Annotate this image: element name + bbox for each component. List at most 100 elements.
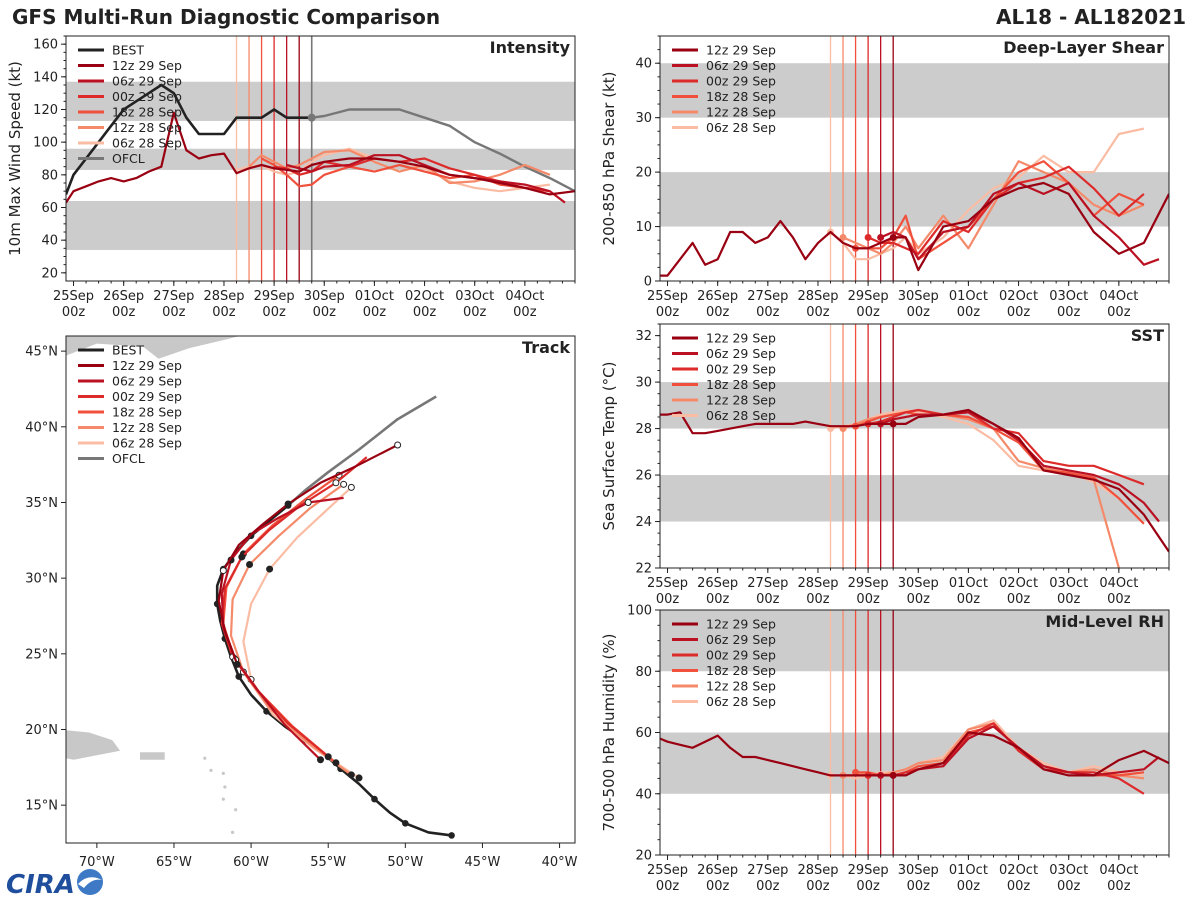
lon-tick-label: 65°W (156, 855, 192, 870)
plot-content (660, 324, 1169, 568)
legend-label: 06z 28 Sep (112, 436, 182, 451)
lon-tick-label: 45°W (465, 855, 501, 870)
y-tick-label: 26 (635, 469, 652, 484)
x-tick-hour-label: 00z (806, 879, 830, 894)
shaded-band (66, 81, 575, 121)
x-tick-hour-label: 00z (262, 305, 286, 320)
y-tick-label: 24 (635, 515, 652, 530)
best-track-point (448, 832, 455, 839)
run-series-line (660, 731, 1169, 777)
x-tick-day-label: 30Sep (898, 863, 939, 878)
y-tick-label: 100 (627, 604, 652, 619)
best-track-point (263, 708, 270, 715)
x-tick-day-label: 27Sep (747, 576, 788, 591)
legend-label: 06z 29 Sep (112, 374, 182, 389)
lon-tick-label: 60°W (233, 855, 269, 870)
best-track-point (402, 820, 409, 827)
panel-title: Intensity (490, 38, 571, 57)
y-tick-label: 160 (33, 38, 58, 53)
intensity-panel: 2040608010012014016025Sep00z26Sep00z27Se… (6, 35, 576, 320)
x-tick-day-label: 27Sep (153, 289, 194, 304)
legend-label: 12z 28 Sep (706, 393, 776, 408)
y-tick-label: 10 (635, 220, 652, 235)
x-tick-hour-label: 00z (1057, 592, 1081, 607)
track-panel: 70°W 65°W 60°W 55°W 50°W 45°W 40°W 15°N 20°N 25°N… (25, 335, 578, 870)
run-init-marker (889, 233, 897, 241)
plot-frame (659, 323, 1170, 569)
land-shape (140, 752, 165, 760)
ofcl-start-marker (307, 113, 316, 122)
x-tick-hour-label: 00z (1107, 879, 1131, 894)
legend-label: 18z 28 Sep (706, 377, 776, 392)
run-series-line (286, 154, 566, 204)
x-tick-day-label: 28Sep (797, 289, 838, 304)
x-tick-day-label: 28Sep (797, 863, 838, 878)
panel-title: Deep-Layer Shear (1003, 38, 1164, 57)
track-point (332, 479, 340, 487)
best-series-line (66, 83, 312, 195)
y-tick-label: 30 (635, 111, 652, 126)
legend-label: 18z 28 Sep (112, 405, 182, 420)
ofcl-series-line (311, 108, 575, 193)
legend-label: OFCL (112, 151, 145, 166)
x-tick-hour-label: 00z (463, 305, 487, 320)
lat-tick-label: 30°N (25, 572, 58, 587)
run-series-line (855, 411, 1145, 525)
x-tick-hour-label: 00z (706, 879, 730, 894)
x-tick-hour-label: 00z (1107, 592, 1131, 607)
legend-label: 12z 28 Sep (706, 679, 776, 694)
x-tick-hour-label: 00z (313, 305, 337, 320)
legend-label: 06z 29 Sep (112, 74, 182, 89)
island (209, 768, 213, 772)
storm-id: AL18 - AL182021 (996, 5, 1186, 29)
logo-text: CIRA (6, 870, 75, 900)
lon-tick-label: 40°W (542, 855, 578, 870)
x-tick-day-label: 26Sep (697, 576, 738, 591)
y-tick-label: 40 (41, 234, 58, 249)
legend-label: 12z 28 Sep (706, 105, 776, 120)
run-series-line (236, 147, 551, 193)
lat-tick-label: 40°N (25, 420, 58, 435)
y-axis-label: 10m Max Wind Speed (kt) (6, 61, 24, 256)
x-tick-day-label: 25Sep (647, 576, 688, 591)
logo-swirl-icon (78, 877, 102, 888)
legend-label: 18z 28 Sep (706, 663, 776, 678)
x-tick-hour-label: 00z (806, 305, 830, 320)
x-tick-day-label: 30Sep (898, 576, 939, 591)
x-tick-hour-label: 00z (656, 879, 680, 894)
legend-label: 00z 29 Sep (706, 648, 776, 663)
legend-label: OFCL (112, 451, 145, 466)
lon-tick-label: 50°W (387, 855, 423, 870)
track-point (340, 480, 348, 488)
track-point (394, 441, 402, 449)
x-tick-day-label: 27Sep (747, 289, 788, 304)
map-frame (65, 335, 576, 844)
track-point (219, 567, 227, 575)
shear-panel: 01020304025Sep00z26Sep00z27Sep00z28Sep00… (600, 35, 1170, 320)
legend-label: 00z 29 Sep (706, 74, 776, 89)
run-init-marker (889, 771, 897, 779)
legend-label: 06z 28 Sep (112, 136, 182, 151)
legend-label: 06z 29 Sep (706, 346, 776, 361)
y-tick-label: 140 (33, 70, 58, 85)
shaded-band (660, 732, 1169, 794)
run-track-line (220, 496, 344, 761)
lat-tick-label: 45°N (25, 345, 58, 360)
shaded-band (660, 610, 1169, 672)
y-axis-label: 200-850 hPa Shear (kt) (600, 72, 618, 246)
legend-label: 12z 28 Sep (112, 120, 182, 135)
x-tick-day-label: 01Oct (949, 289, 988, 304)
x-tick-hour-label: 00z (1107, 305, 1131, 320)
best-track-point (235, 673, 243, 680)
legend-label: 06z 28 Sep (706, 120, 776, 135)
x-tick-hour-label: 00z (1007, 879, 1031, 894)
shaded-band (660, 172, 1169, 227)
x-tick-day-label: 29Sep (848, 576, 889, 591)
legend-label: 12z 28 Sep (112, 420, 182, 435)
lat-tick-label: 20°N (25, 723, 58, 738)
x-tick-day-label: 25Sep (647, 289, 688, 304)
legend-label: 12z 29 Sep (706, 43, 776, 58)
legend-label: 06z 28 Sep (706, 408, 776, 423)
y-tick-label: 32 (635, 329, 652, 344)
plot-content (66, 36, 575, 281)
